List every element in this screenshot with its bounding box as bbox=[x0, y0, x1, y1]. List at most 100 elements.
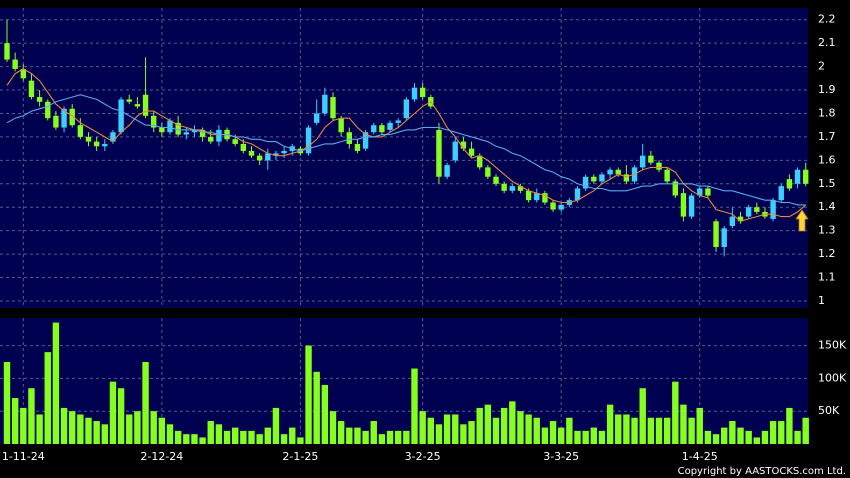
volume-bar bbox=[362, 430, 369, 444]
candle-body bbox=[591, 176, 597, 182]
volume-bar bbox=[786, 407, 793, 444]
candle-body bbox=[493, 176, 499, 184]
volume-bar bbox=[769, 421, 777, 444]
volume-bar bbox=[729, 421, 736, 444]
volume-bar bbox=[712, 434, 720, 444]
candle-body bbox=[36, 97, 43, 102]
volume-bar bbox=[598, 430, 606, 444]
volume-bar bbox=[500, 407, 508, 444]
candle-body bbox=[419, 87, 426, 98]
y-tick-label: 2.1 bbox=[818, 36, 836, 49]
volume-bar bbox=[297, 437, 304, 444]
candle-body bbox=[452, 141, 458, 161]
y-tick-label: 1.9 bbox=[818, 83, 836, 96]
candle-body bbox=[4, 43, 10, 60]
candle-body bbox=[534, 193, 540, 201]
candle-body bbox=[721, 228, 727, 248]
candle-body bbox=[77, 125, 84, 137]
volume-bar bbox=[248, 430, 255, 444]
candle-body bbox=[656, 162, 662, 170]
volume-bar bbox=[427, 417, 434, 444]
moving-average-line bbox=[6, 94, 806, 206]
volume-bar bbox=[541, 427, 549, 444]
volume-bar bbox=[280, 434, 288, 444]
candle-body bbox=[53, 115, 59, 128]
volume-bar bbox=[36, 414, 43, 444]
candle-body bbox=[69, 108, 75, 126]
volume-bar bbox=[517, 411, 524, 444]
candle-body bbox=[142, 94, 149, 116]
volume-bar bbox=[590, 427, 597, 444]
candle-body bbox=[151, 115, 157, 128]
y-tick-label: 1.2 bbox=[818, 247, 836, 260]
candle-body bbox=[794, 169, 801, 184]
volume-bar bbox=[232, 427, 239, 444]
x-tick-label: 3-2-25 bbox=[405, 450, 441, 463]
volume-bar bbox=[419, 411, 426, 444]
price-panel bbox=[0, 8, 808, 308]
y-tick-label: 1.7 bbox=[818, 130, 836, 143]
candle-body bbox=[705, 188, 711, 196]
candle-body bbox=[517, 186, 524, 191]
volume-bar bbox=[134, 411, 141, 444]
y-tick-label: 1.5 bbox=[818, 177, 836, 190]
candle-body bbox=[558, 204, 564, 210]
volume-bar bbox=[411, 368, 418, 444]
candle-body bbox=[322, 94, 328, 114]
candle-body bbox=[208, 136, 214, 142]
candle-body bbox=[134, 104, 141, 107]
signal-arrow bbox=[795, 209, 809, 232]
volume-bar bbox=[3, 361, 11, 444]
volume-bar bbox=[680, 404, 687, 444]
y-tick-label: 1.8 bbox=[818, 106, 836, 119]
candle-body bbox=[159, 127, 165, 133]
volume-bar bbox=[183, 434, 190, 444]
candle-body bbox=[648, 155, 654, 163]
volume-bar bbox=[549, 421, 557, 444]
candle-body bbox=[362, 132, 369, 149]
y-tick-label: 2.2 bbox=[818, 13, 836, 26]
volume-bar bbox=[207, 421, 214, 444]
candle-body bbox=[542, 193, 548, 203]
volume-bar bbox=[492, 417, 500, 444]
y-tick-label: 150K bbox=[818, 339, 847, 352]
volume-bar bbox=[663, 417, 671, 444]
volume-bar bbox=[101, 424, 108, 444]
candle-body bbox=[167, 120, 173, 133]
candle-body bbox=[248, 150, 255, 156]
candle-body bbox=[93, 141, 100, 147]
volume-bar bbox=[109, 381, 117, 444]
volume-bar bbox=[802, 417, 809, 444]
candle-body bbox=[501, 183, 507, 191]
volume-bar bbox=[174, 430, 182, 444]
candle-body bbox=[338, 118, 344, 133]
candle-body bbox=[778, 186, 784, 201]
volume-bar bbox=[199, 437, 206, 444]
volume-bar bbox=[386, 430, 394, 444]
candle-body bbox=[281, 150, 287, 154]
volume-bar bbox=[305, 345, 312, 444]
candle-body bbox=[28, 80, 35, 98]
candle-body bbox=[256, 155, 263, 161]
volume-bar bbox=[476, 407, 483, 444]
volume-bar bbox=[215, 424, 223, 444]
candle-body bbox=[509, 186, 515, 191]
volume-bar bbox=[435, 424, 443, 444]
volume-bar bbox=[77, 414, 84, 444]
candle-body bbox=[786, 179, 793, 189]
candle-body bbox=[770, 200, 776, 219]
candle-body bbox=[216, 129, 222, 142]
candle-body bbox=[61, 108, 67, 128]
volume-bar bbox=[566, 417, 573, 444]
candle-body bbox=[314, 113, 320, 123]
candle-body bbox=[550, 202, 556, 210]
candle-body bbox=[680, 193, 687, 217]
volume-bar bbox=[688, 417, 695, 444]
volume-bar bbox=[313, 371, 320, 444]
candle-body bbox=[232, 139, 238, 144]
candle-body bbox=[599, 174, 605, 182]
volume-bar bbox=[329, 411, 337, 444]
volume-bar bbox=[142, 361, 149, 444]
x-tick-label: 1-4-25 bbox=[682, 450, 718, 463]
volume-bar bbox=[150, 411, 157, 444]
